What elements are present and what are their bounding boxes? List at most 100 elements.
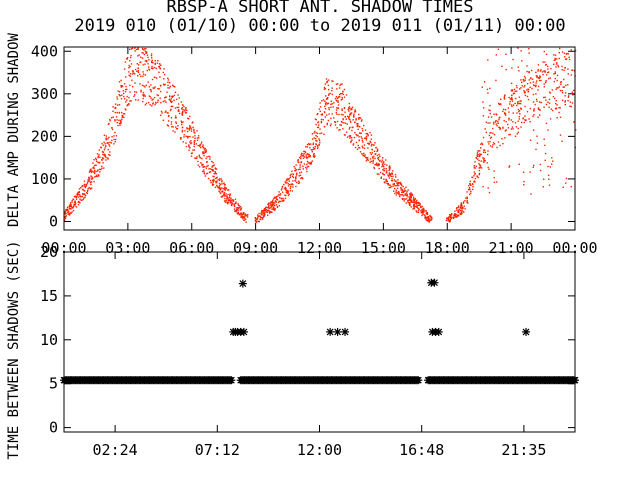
top-data-point bbox=[157, 88, 159, 90]
top-data-point bbox=[396, 192, 398, 194]
top-data-point bbox=[391, 173, 393, 175]
top-data-point bbox=[561, 90, 563, 92]
top-data-point bbox=[401, 198, 404, 201]
top-data-point bbox=[297, 168, 299, 171]
top-data-point bbox=[421, 210, 423, 213]
top-data-point bbox=[383, 178, 385, 180]
top-data-point bbox=[371, 143, 373, 146]
top-data-point bbox=[523, 80, 525, 82]
top-data-point bbox=[535, 148, 537, 151]
top-y-axis-label: DELTA AMP DURING SHADOW bbox=[6, 33, 22, 227]
top-data-point bbox=[96, 170, 99, 172]
top-data-point bbox=[482, 186, 484, 188]
top-data-point bbox=[263, 212, 266, 214]
top-data-point bbox=[405, 195, 408, 197]
top-data-point bbox=[385, 179, 387, 181]
top-data-point bbox=[96, 174, 98, 176]
top-data-point bbox=[168, 87, 171, 89]
top-data-point bbox=[457, 214, 459, 216]
top-data-point bbox=[389, 184, 391, 186]
top-data-point bbox=[274, 200, 276, 202]
top-data-point bbox=[147, 63, 149, 65]
top-data-point bbox=[237, 204, 240, 206]
top-data-point bbox=[372, 162, 374, 164]
top-data-point bbox=[309, 156, 311, 158]
top-data-point bbox=[275, 204, 278, 206]
top-data-point bbox=[310, 162, 312, 164]
top-data-point bbox=[533, 84, 536, 87]
top-data-point bbox=[528, 52, 530, 54]
top-data-point bbox=[219, 192, 222, 195]
top-data-point bbox=[535, 98, 538, 101]
top-data-point bbox=[213, 176, 215, 178]
top-data-point bbox=[145, 52, 147, 54]
top-data-point bbox=[232, 199, 234, 201]
top-data-point bbox=[336, 97, 339, 100]
top-data-point bbox=[424, 215, 426, 217]
top-data-point bbox=[403, 200, 405, 202]
top-data-point bbox=[359, 132, 361, 135]
top-data-point bbox=[94, 176, 96, 178]
top-data-point bbox=[376, 162, 378, 164]
top-data-point bbox=[410, 193, 413, 196]
top-data-point bbox=[135, 99, 137, 101]
top-data-point bbox=[533, 109, 535, 111]
top-data-point bbox=[378, 173, 380, 175]
top-data-point bbox=[233, 204, 235, 206]
top-data-point bbox=[71, 211, 73, 213]
top-data-point bbox=[450, 214, 453, 216]
top-data-point bbox=[298, 161, 300, 164]
top-data-point bbox=[392, 170, 394, 172]
top-data-point bbox=[561, 99, 564, 101]
top-data-point bbox=[229, 195, 231, 197]
top-data-point bbox=[546, 71, 549, 74]
top-data-point bbox=[532, 101, 535, 103]
top-data-point bbox=[457, 215, 459, 217]
top-data-point bbox=[99, 168, 101, 170]
top-data-point bbox=[177, 125, 179, 127]
top-data-point bbox=[274, 208, 276, 210]
top-data-point bbox=[193, 128, 195, 131]
top-data-point bbox=[544, 96, 546, 98]
top-data-point bbox=[182, 141, 184, 143]
top-data-point bbox=[490, 136, 493, 138]
top-data-point bbox=[219, 187, 221, 189]
top-data-point bbox=[157, 99, 159, 101]
top-data-point bbox=[395, 194, 398, 196]
top-data-point bbox=[111, 139, 113, 142]
top-data-point bbox=[539, 163, 542, 166]
top-data-point bbox=[67, 213, 70, 215]
top-data-point bbox=[360, 132, 362, 134]
top-data-point bbox=[368, 142, 370, 145]
top-data-point bbox=[103, 134, 106, 136]
top-data-point bbox=[527, 88, 529, 90]
top-data-point bbox=[549, 77, 551, 79]
top-data-point bbox=[450, 217, 453, 219]
top-data-point bbox=[570, 49, 572, 51]
top-data-point bbox=[243, 216, 246, 218]
top-data-point bbox=[360, 136, 362, 138]
top-data-point bbox=[373, 166, 375, 169]
top-data-point bbox=[330, 103, 332, 105]
top-data-point bbox=[405, 202, 407, 204]
top-data-point bbox=[423, 210, 425, 212]
top-data-point bbox=[462, 202, 465, 204]
top-data-point bbox=[100, 147, 102, 149]
top-data-point bbox=[524, 94, 527, 97]
top-data-point bbox=[86, 192, 88, 194]
top-data-point bbox=[90, 175, 92, 177]
top-data-point bbox=[257, 220, 259, 223]
top-data-point bbox=[461, 207, 463, 209]
top-data-point bbox=[141, 84, 144, 86]
top-data-point bbox=[389, 168, 391, 171]
top-data-point bbox=[170, 117, 173, 119]
top-data-point bbox=[336, 113, 338, 115]
top-data-point bbox=[265, 211, 267, 213]
top-data-point bbox=[187, 117, 189, 120]
top-data-point bbox=[185, 112, 187, 114]
top-data-point bbox=[321, 113, 323, 115]
top-data-point bbox=[288, 183, 291, 186]
top-data-point bbox=[572, 94, 574, 96]
top-data-point bbox=[73, 196, 76, 198]
top-data-point bbox=[193, 142, 195, 144]
